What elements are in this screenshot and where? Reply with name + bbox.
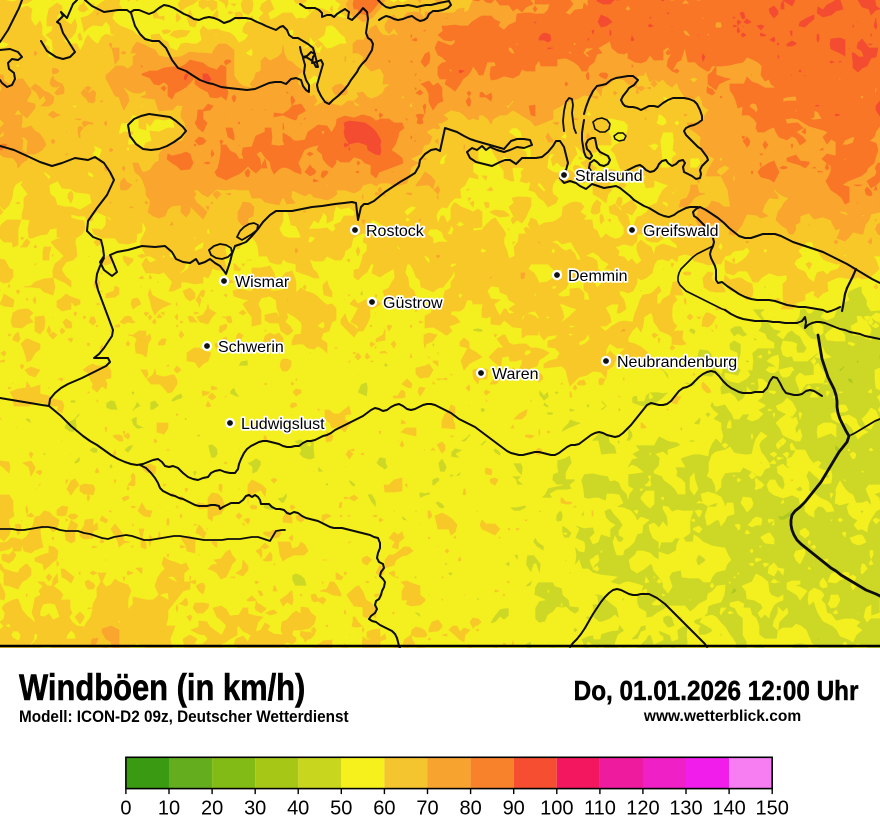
svg-text:Güstrow: Güstrow <box>383 295 443 312</box>
svg-text:Waren: Waren <box>492 366 539 383</box>
svg-text:Rostock: Rostock <box>366 223 425 240</box>
svg-text:80: 80 <box>459 798 481 820</box>
svg-text:100: 100 <box>540 798 573 820</box>
svg-text:60: 60 <box>373 798 395 820</box>
svg-text:Greifswald: Greifswald <box>643 223 719 240</box>
svg-text:10: 10 <box>158 798 180 820</box>
svg-text:20: 20 <box>201 798 223 820</box>
svg-text:150: 150 <box>756 798 789 820</box>
svg-text:Wismar: Wismar <box>235 274 290 291</box>
svg-text:110: 110 <box>584 798 616 820</box>
svg-text:Demmin: Demmin <box>568 268 628 285</box>
svg-text:120: 120 <box>626 798 659 820</box>
svg-text:Ludwigslust: Ludwigslust <box>241 416 325 433</box>
svg-text:70: 70 <box>416 798 438 820</box>
svg-text:Neubrandenburg: Neubrandenburg <box>617 354 737 371</box>
svg-text:40: 40 <box>287 798 309 820</box>
svg-text:Schwerin: Schwerin <box>218 339 284 356</box>
svg-text:130: 130 <box>669 798 702 820</box>
svg-text:30: 30 <box>244 798 266 820</box>
svg-text:50: 50 <box>330 798 352 820</box>
svg-text:140: 140 <box>712 798 745 820</box>
svg-text:90: 90 <box>503 798 525 820</box>
svg-text:0: 0 <box>120 798 131 820</box>
svg-text:Stralsund: Stralsund <box>575 168 643 185</box>
